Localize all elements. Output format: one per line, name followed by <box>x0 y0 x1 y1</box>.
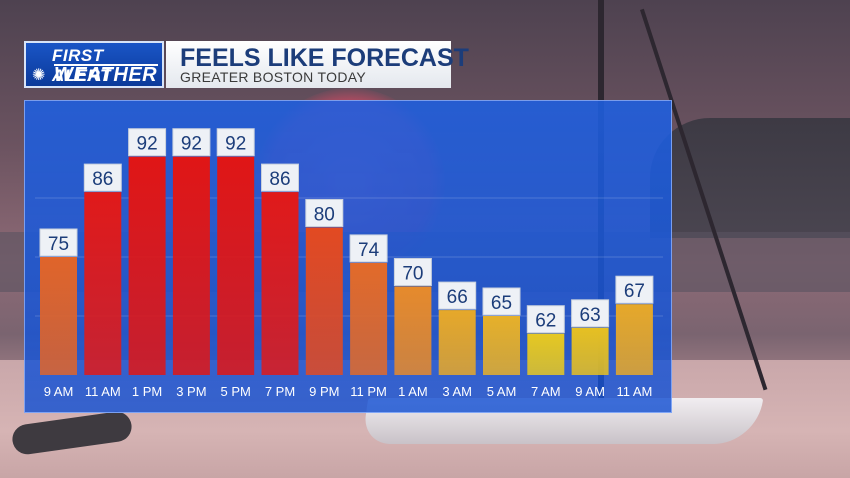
category-label: 1 PM <box>132 384 162 399</box>
value-label: 86 <box>269 169 290 190</box>
category-label: 3 PM <box>176 384 206 399</box>
value-label: 80 <box>314 205 335 226</box>
value-label-box <box>349 234 388 263</box>
value-label: 92 <box>181 134 202 155</box>
bar <box>527 333 565 375</box>
value-label-box <box>571 299 610 328</box>
bar <box>172 156 210 375</box>
bar <box>438 310 476 375</box>
peacock-icon: ✺ <box>32 67 46 84</box>
value-label-box <box>482 287 521 316</box>
bar <box>571 327 609 375</box>
bar <box>350 262 388 375</box>
value-label-box <box>39 228 78 257</box>
category-label: 11 AM <box>85 384 121 399</box>
value-label-box <box>172 128 211 157</box>
chart-panel: 75 9 AM 86 11 AM 92 1 PM 92 3 PM 92 5 PM 86 7 … <box>24 100 672 413</box>
category-label: 7 PM <box>265 384 295 399</box>
category-label: 9 AM <box>44 384 74 399</box>
value-label: 70 <box>402 264 423 285</box>
value-label: 62 <box>535 311 556 332</box>
value-label-box <box>305 199 344 227</box>
value-label: 92 <box>225 134 246 155</box>
value-label-box <box>615 275 654 304</box>
bar <box>394 286 432 375</box>
value-label: 92 <box>137 134 158 155</box>
value-label: 67 <box>624 281 645 302</box>
category-label: 3 AM <box>442 384 472 399</box>
category-label: 1 AM <box>398 384 428 399</box>
value-label: 86 <box>92 169 113 190</box>
category-label: 11 PM <box>350 384 387 399</box>
title-box: FEELS LIKE FORECAST GREATER BOSTON TODAY <box>166 41 469 88</box>
value-label: 65 <box>491 293 512 314</box>
bar <box>615 304 653 375</box>
bar <box>128 156 166 375</box>
category-label: 7 AM <box>531 384 561 399</box>
value-label-box <box>526 305 565 334</box>
bar <box>483 316 520 375</box>
category-label: 5 AM <box>487 384 517 399</box>
value-label: 66 <box>447 287 468 308</box>
value-label-box <box>261 163 299 192</box>
logo-line2: WEATHER <box>54 64 158 86</box>
chart-title: FEELS LIKE FORECAST <box>180 44 469 72</box>
bar <box>84 192 122 375</box>
value-label-box <box>393 258 432 286</box>
category-label: 11 AM <box>616 384 652 399</box>
value-label: 63 <box>580 305 601 326</box>
bar <box>305 227 343 375</box>
value-label-box <box>83 163 122 192</box>
category-label: 9 AM <box>575 384 605 399</box>
bar <box>40 257 77 375</box>
first-alert-weather-logo: ✺ FIRST ALERT WEATHER <box>24 41 164 88</box>
value-label: 75 <box>48 234 69 255</box>
category-label: 5 PM <box>221 384 251 399</box>
value-label-box <box>128 128 167 157</box>
value-label-box <box>216 128 255 157</box>
bar <box>261 192 299 375</box>
bar-chart: 75 9 AM 86 11 AM 92 1 PM 92 3 PM 92 5 PM 86 7 … <box>35 128 663 399</box>
category-label: 9 PM <box>309 384 339 399</box>
value-label-box <box>438 281 477 310</box>
value-label: 74 <box>358 240 380 261</box>
bar <box>217 156 255 375</box>
chart-subtitle: GREATER BOSTON TODAY <box>180 69 366 85</box>
logo-line1: FIRST ALERT <box>52 46 111 85</box>
logo-divider <box>54 64 158 66</box>
